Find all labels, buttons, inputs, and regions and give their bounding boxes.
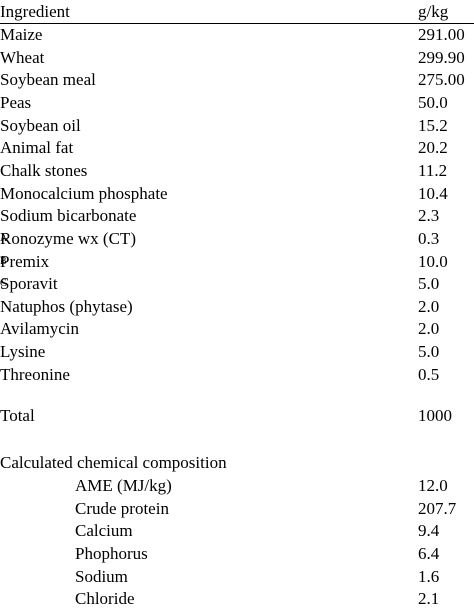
row-value: 5.0 (418, 342, 440, 362)
row-name-text: Chalk stones (0, 160, 88, 180)
row-value: 10.0 (418, 251, 448, 271)
row-value: 2.1 (418, 589, 440, 609)
row-value: 2.0 (418, 319, 440, 339)
row-value: 2.3 (418, 206, 440, 226)
row-value: 6.4 (418, 543, 440, 563)
row-value: 2.0 (418, 296, 440, 316)
row-name-text: Avilamycin (0, 319, 79, 339)
row-name-text: Lysine (0, 342, 46, 362)
row-name-text: Phophorus (75, 543, 148, 563)
row-name-text: Threonine (0, 364, 70, 384)
total-value: 1000 (418, 406, 452, 425)
row-value: 10.4 (418, 183, 448, 203)
row-name-text: AME (MJ/kg) (75, 476, 172, 495)
row-name-text: Soybean oil (0, 115, 81, 135)
row-name-text: Natuphos (phytase) (0, 296, 133, 316)
row-value: 291.00 (418, 25, 465, 44)
row-name-text: Calcium (75, 521, 133, 541)
row-value: 15.2 (418, 115, 448, 135)
row-superscript: C (0, 278, 7, 290)
composition-title: Calculated chemical composition (0, 453, 227, 472)
row-value: 0.5 (418, 364, 440, 384)
row-name-text: Sporavit (0, 274, 58, 294)
header-ingredient: Ingredient (0, 2, 70, 21)
row-value: 1.6 (418, 566, 440, 586)
row-name-text: Monocalcium phosphate (0, 183, 168, 203)
row-value: 50.0 (418, 92, 448, 112)
row-name-text: Wheat (0, 47, 45, 67)
row-value: 11.2 (418, 160, 448, 180)
row-value: 5.0 (418, 274, 440, 294)
row-superscript: A (0, 232, 8, 244)
row-value: 207.7 (418, 498, 457, 518)
row-value: 299.90 (418, 47, 465, 67)
row-value: 12.0 (418, 476, 448, 495)
total-name: Total (0, 406, 35, 425)
row-name-text: Sodium bicarbonate (0, 206, 137, 226)
row-value: 9.4 (418, 521, 440, 541)
row-value: 0.3 (418, 228, 440, 248)
row-name-text: Peas (0, 92, 32, 112)
row-name-text: Maize (0, 25, 43, 44)
row-name-text: Soybean meal (0, 70, 96, 90)
row-name-text: Ronozyme wx (CT) (0, 228, 136, 248)
row-name-text: Sodium (75, 566, 128, 586)
row-name-text: Premix (0, 251, 50, 271)
row-name-text: Chloride (75, 589, 135, 609)
row-name-text: Animal fat (0, 138, 74, 158)
row-value: 275.00 (418, 70, 465, 90)
row-value: 20.2 (418, 138, 448, 158)
header-unit: g/kg (418, 2, 449, 21)
row-name-text: Crude protein (75, 498, 169, 518)
header-rule (0, 23, 474, 24)
row-superscript: B (0, 255, 7, 267)
